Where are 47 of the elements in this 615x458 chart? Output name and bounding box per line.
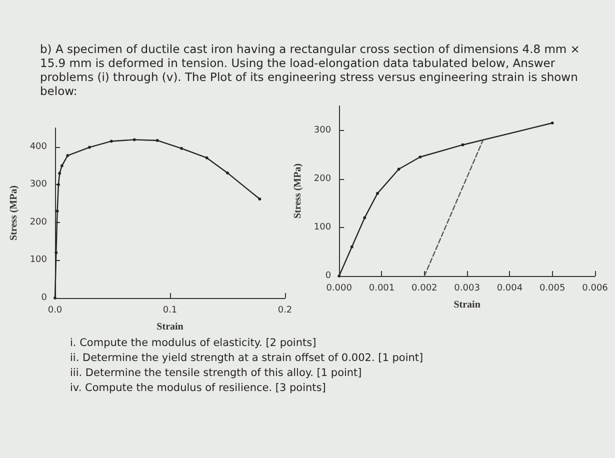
y-tick-label: 0 bbox=[325, 271, 332, 281]
y-tick-label: 300 bbox=[30, 180, 48, 190]
point bbox=[56, 210, 59, 213]
x-tick-label: 0.005 bbox=[539, 284, 566, 294]
point bbox=[363, 216, 366, 220]
y-tick-label: 400 bbox=[30, 142, 48, 152]
point bbox=[205, 156, 208, 160]
y-tick-label: 0 bbox=[41, 293, 48, 303]
text: i. Compute the modulus of elasticity. [2 points] bbox=[70, 336, 318, 351]
x-tick-label: 0.000 bbox=[326, 284, 352, 294]
y-tick-label: 200 bbox=[314, 174, 332, 184]
y-tick-label: 200 bbox=[30, 217, 48, 228]
x-tick-label: 0.001 bbox=[368, 284, 395, 294]
y-tick-label: 300 bbox=[314, 125, 332, 136]
point bbox=[132, 138, 136, 142]
x-tick-label: 0.004 bbox=[496, 284, 523, 294]
point bbox=[88, 146, 91, 149]
point bbox=[338, 274, 341, 278]
point bbox=[180, 146, 183, 150]
x-tick-label: 0.006 bbox=[582, 284, 608, 294]
point bbox=[54, 251, 58, 254]
y-axis-title: Stress (MPa) bbox=[292, 163, 304, 219]
point bbox=[60, 164, 64, 168]
point bbox=[418, 156, 422, 158]
point bbox=[550, 122, 554, 124]
point bbox=[58, 172, 62, 175]
x-tick-label: 0.2 bbox=[278, 306, 292, 316]
y-axis-title: Stress (MPa) bbox=[8, 185, 20, 241]
point bbox=[350, 245, 354, 248]
text: ii. Determine the yield strength at a strain offset of 0.002. [1 point] bbox=[70, 351, 424, 366]
x-tick-label: 0.0 bbox=[48, 306, 62, 316]
y-tick-label: 100 bbox=[314, 222, 332, 232]
x-axis-title: Strain bbox=[156, 322, 184, 332]
point bbox=[258, 198, 262, 201]
text: b) A specimen of ductile cast iron having a rectangular cross section of dimensions 4.8 mm × 15.9 mm is deformed in tension. Using the load-elongation data tabulated below, Answer problems (i) through (v). The Plot of its engineering stress versus engineering strain is shown below: bbox=[40, 42, 581, 98]
x-axis-title: Strain bbox=[454, 300, 481, 310]
text: iii. Determine the tensile strength of this alloy. [1 point] bbox=[70, 366, 363, 381]
y-tick-label: 100 bbox=[30, 255, 48, 266]
text: iv. Compute the modulus of resilience. [3 points] bbox=[70, 381, 327, 396]
line-series bbox=[54, 138, 262, 300]
line-series bbox=[338, 122, 554, 278]
x-tick-label: 0.1 bbox=[162, 306, 178, 316]
point bbox=[66, 154, 70, 158]
x-tick-label: 0.003 bbox=[454, 284, 480, 294]
x-tick-label: 0.002 bbox=[412, 284, 438, 294]
point bbox=[376, 192, 379, 195]
point bbox=[397, 168, 400, 171]
